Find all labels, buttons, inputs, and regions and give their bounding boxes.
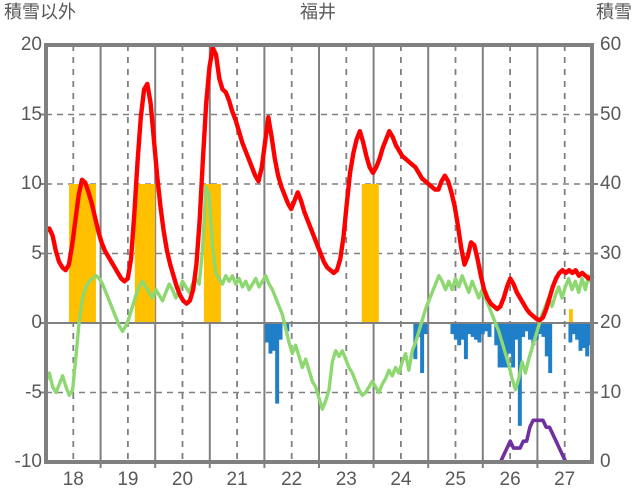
chart-title: 福井 <box>300 2 336 22</box>
x-axis-tick: 22 <box>281 469 303 490</box>
x-axis-tick: 20 <box>171 469 194 490</box>
right-axis-tick: 40 <box>600 173 622 194</box>
left-axis-tick: -5 <box>25 381 42 403</box>
x-axis-tick: 19 <box>117 469 139 490</box>
x-axis-tick: 23 <box>335 469 357 490</box>
left-axis-title: 積雪以外 <box>4 2 76 22</box>
x-axis-tick: 25 <box>444 469 467 490</box>
x-axis-tick: 18 <box>62 469 84 490</box>
right-axis-tick: 60 <box>600 34 622 55</box>
right-axis-tick: 0 <box>600 451 611 472</box>
right-axis-tick: 30 <box>600 242 622 264</box>
left-axis-tick: 5 <box>31 242 42 264</box>
right-axis-tick: 50 <box>600 103 622 125</box>
left-axis-tick: 15 <box>20 103 42 125</box>
x-axis-tick: 27 <box>554 469 576 490</box>
right-axis-title: 積雪 <box>596 2 632 22</box>
x-axis-tick: 26 <box>499 469 521 490</box>
x-axis-tick: 24 <box>390 469 412 490</box>
left-axis-tick: -10 <box>14 451 42 472</box>
x-axis-tick: 21 <box>226 469 248 490</box>
left-axis-tick: 20 <box>20 34 42 55</box>
left-axis-tick: 0 <box>31 312 42 333</box>
right-axis-tick: 20 <box>600 312 622 333</box>
left-axis-tick: 10 <box>20 173 42 194</box>
right-axis-tick: 10 <box>600 381 622 403</box>
